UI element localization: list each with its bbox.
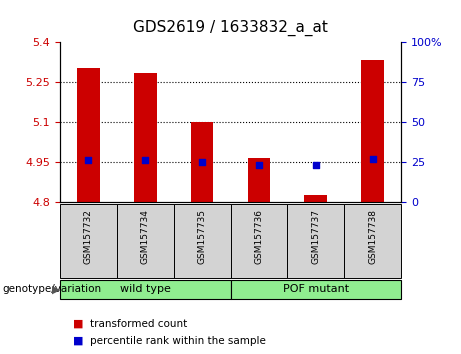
Text: GSM157738: GSM157738 <box>368 210 377 264</box>
Bar <box>117 204 174 278</box>
Text: genotype/variation: genotype/variation <box>2 284 101 295</box>
Bar <box>77 68 100 202</box>
Point <box>85 157 92 163</box>
Text: GSM157732: GSM157732 <box>84 210 93 264</box>
Bar <box>230 280 401 299</box>
Bar <box>344 204 401 278</box>
Point <box>369 156 376 162</box>
Bar <box>230 204 287 278</box>
Point <box>312 162 319 168</box>
Point <box>198 159 206 165</box>
Text: GSM157736: GSM157736 <box>254 210 263 264</box>
Point <box>142 157 149 163</box>
Text: ▶: ▶ <box>52 284 60 295</box>
Text: GSM157737: GSM157737 <box>311 210 320 264</box>
Text: ■: ■ <box>73 336 83 346</box>
Bar <box>60 280 230 299</box>
Bar <box>60 204 117 278</box>
Point <box>255 162 263 168</box>
Text: POF mutant: POF mutant <box>283 284 349 295</box>
Text: wild type: wild type <box>120 284 171 295</box>
Bar <box>361 60 384 202</box>
Text: GSM157734: GSM157734 <box>141 210 150 264</box>
Text: GDS2619 / 1633832_a_at: GDS2619 / 1633832_a_at <box>133 19 328 36</box>
Bar <box>174 204 230 278</box>
Bar <box>287 204 344 278</box>
Bar <box>304 195 327 202</box>
Bar <box>248 158 270 202</box>
Text: percentile rank within the sample: percentile rank within the sample <box>90 336 266 346</box>
Bar <box>134 73 157 202</box>
Bar <box>191 122 213 202</box>
Text: GSM157735: GSM157735 <box>198 210 207 264</box>
Text: transformed count: transformed count <box>90 319 187 329</box>
Text: ■: ■ <box>73 319 83 329</box>
